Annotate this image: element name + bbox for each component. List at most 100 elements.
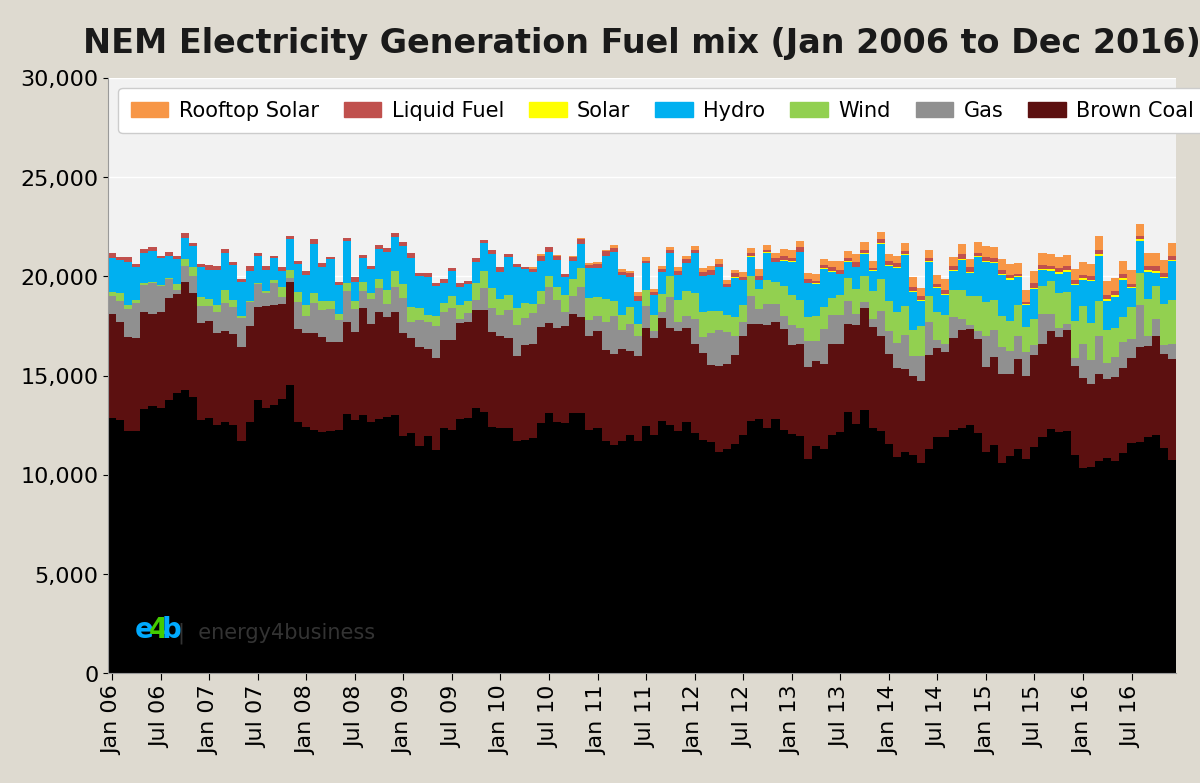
Bar	[658, 269, 666, 272]
Bar	[359, 255, 367, 258]
Bar	[350, 277, 359, 282]
Bar	[836, 296, 845, 315]
Bar	[666, 247, 674, 251]
Bar	[156, 312, 164, 408]
Bar	[610, 245, 618, 248]
Bar	[917, 297, 925, 300]
Bar	[1128, 284, 1135, 287]
Bar	[1160, 345, 1168, 354]
Bar	[1014, 359, 1022, 449]
Bar	[966, 325, 973, 329]
Bar	[683, 291, 690, 316]
Bar	[302, 271, 311, 276]
Bar	[860, 276, 869, 302]
Bar	[214, 334, 221, 426]
Bar	[884, 262, 893, 265]
Bar	[1038, 345, 1046, 437]
Bar	[536, 424, 545, 673]
Bar	[934, 288, 941, 312]
Bar	[1070, 455, 1079, 673]
Bar	[910, 278, 917, 287]
Bar	[383, 305, 391, 317]
Bar	[391, 312, 400, 415]
Bar	[820, 364, 828, 449]
Bar	[1046, 271, 1055, 281]
Bar	[562, 296, 569, 312]
Bar	[270, 280, 278, 283]
Bar	[763, 428, 772, 673]
Bar	[804, 368, 812, 460]
Bar	[229, 262, 238, 265]
Bar	[424, 322, 432, 350]
Bar	[294, 262, 302, 265]
Bar	[464, 284, 472, 301]
Bar	[780, 261, 787, 262]
Bar	[998, 374, 1006, 464]
Bar	[973, 339, 982, 433]
Bar	[205, 321, 214, 418]
Bar	[173, 259, 181, 284]
Bar	[1079, 280, 1087, 306]
Bar	[917, 327, 925, 356]
Bar	[350, 301, 359, 309]
Bar	[415, 276, 424, 309]
Bar	[1055, 272, 1063, 274]
Bar	[164, 279, 173, 280]
Bar	[488, 289, 497, 308]
Bar	[553, 257, 562, 261]
Bar	[326, 342, 335, 431]
Bar	[456, 319, 464, 323]
Bar	[318, 301, 326, 311]
Bar	[966, 273, 973, 296]
Bar	[512, 442, 521, 673]
Bar	[140, 253, 149, 283]
Bar	[529, 272, 536, 305]
Bar	[577, 245, 586, 269]
Bar	[642, 427, 650, 673]
Bar	[188, 276, 197, 293]
Bar	[796, 328, 804, 345]
Bar	[860, 242, 869, 250]
Bar	[1168, 243, 1176, 256]
Bar	[690, 345, 698, 433]
Bar	[796, 241, 804, 247]
Bar	[464, 301, 472, 313]
Bar	[1111, 377, 1120, 461]
Bar	[812, 316, 820, 341]
Bar	[238, 316, 246, 318]
Bar	[367, 300, 374, 325]
Bar	[1031, 271, 1038, 283]
Bar	[350, 282, 359, 301]
Bar	[1096, 374, 1103, 461]
Bar	[415, 347, 424, 446]
Bar	[229, 307, 238, 334]
Bar	[618, 269, 626, 272]
Bar	[772, 305, 780, 323]
Bar	[998, 464, 1006, 673]
Bar	[1096, 336, 1103, 374]
Bar	[852, 262, 860, 267]
Bar	[804, 460, 812, 673]
Bar	[262, 291, 270, 294]
Bar	[1120, 317, 1128, 342]
Bar	[642, 306, 650, 328]
Bar	[642, 261, 650, 264]
Bar	[828, 261, 836, 267]
Bar	[1079, 467, 1087, 673]
Bar	[594, 428, 601, 673]
Bar	[601, 299, 610, 323]
Bar	[480, 240, 488, 244]
Bar	[318, 267, 326, 301]
Bar	[901, 255, 910, 306]
Bar	[990, 301, 998, 330]
Bar	[140, 312, 149, 410]
Bar	[666, 251, 674, 254]
Bar	[359, 258, 367, 282]
Bar	[901, 452, 910, 673]
Bar	[132, 267, 140, 301]
Bar	[828, 435, 836, 673]
Bar	[820, 269, 828, 308]
Bar	[424, 274, 432, 277]
Bar	[958, 290, 966, 319]
Bar	[780, 286, 787, 316]
